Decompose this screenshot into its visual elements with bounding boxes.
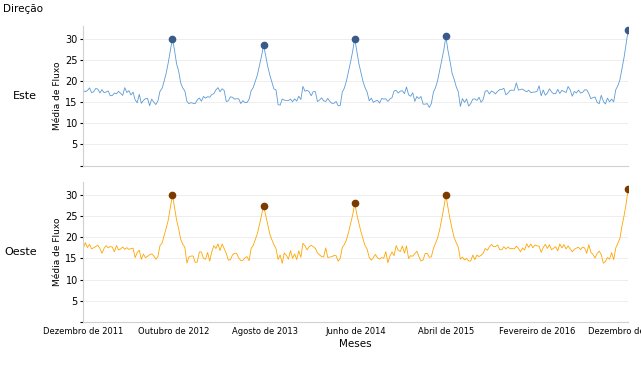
Text: Este: Este <box>13 91 37 101</box>
Y-axis label: Média de Fluxo: Média de Fluxo <box>53 218 62 286</box>
X-axis label: Meses: Meses <box>340 339 372 349</box>
Y-axis label: Média de Fluxo: Média de Fluxo <box>53 61 62 130</box>
Text: Oeste: Oeste <box>4 247 37 257</box>
Text: Direção: Direção <box>3 4 43 14</box>
